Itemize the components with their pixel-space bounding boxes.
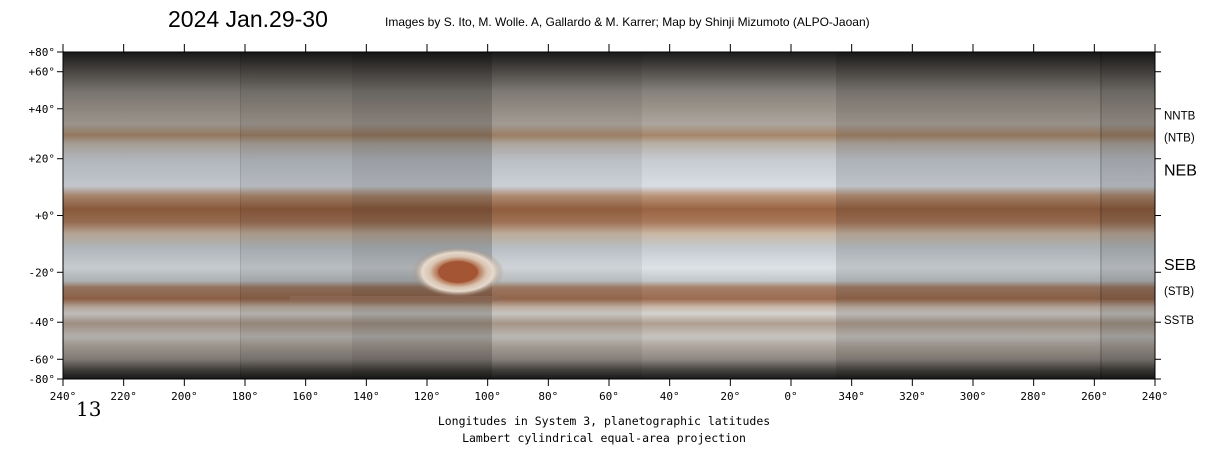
longitude-label: 240° [1142,390,1169,403]
longitude-label: 240° [50,390,77,403]
longitude-label: 20° [720,390,740,403]
latitude-label: -20° [29,266,56,279]
longitude-label: 300° [960,390,987,403]
longitude-label: 60° [599,390,619,403]
longitude-label: 0° [784,390,797,403]
image-strip [1100,52,1155,379]
longitude-label: 80° [538,390,558,403]
belt-label: SSTB [1164,315,1194,327]
latitude-label: +20° [29,153,56,166]
latitude-label: -60° [29,353,56,366]
longitude-label: 340° [838,390,865,403]
handwritten-mark: 13 [76,397,102,421]
longitude-label: 260° [1081,390,1108,403]
image-strip [352,52,492,379]
longitude-label: 120° [414,390,441,403]
image-credit: Images by S. Ito, M. Wolle. A, Gallardo … [385,15,870,29]
image-strip [836,52,1102,379]
latitude-label: +40° [29,103,56,116]
longitude-label: 280° [1020,390,1047,403]
latitude-label: +60° [29,66,56,79]
belt-label: NNTB [1164,111,1196,123]
footer-system-note: Longitudes in System 3, planetographic l… [437,414,771,428]
longitude-label: 100° [474,390,501,403]
image-strip [63,52,241,379]
longitude-label: 320° [899,390,926,403]
map-title: 2024 Jan.29-30 [168,6,328,32]
latitude-label: +0° [35,210,55,223]
footer-projection-note: Lambert cylindrical equal-area projectio… [462,431,746,445]
belt-label: (NTB) [1164,133,1195,145]
latitude-label: -80° [29,373,56,386]
longitude-label: 140° [353,390,380,403]
longitude-label: 180° [232,390,259,403]
great-red-spot-core [438,261,478,283]
longitude-label: 220° [110,390,137,403]
longitude-label: 160° [292,390,319,403]
image-strip [492,52,642,379]
latitude-label: -40° [29,316,56,329]
belt-label: SEB [1164,257,1196,274]
planet-surface [63,52,1155,379]
longitude-label: 200° [171,390,198,403]
image-strip [240,52,352,379]
latitude-label: +80° [29,46,56,59]
belt-label: NEB [1164,163,1197,180]
longitude-label: 40° [660,390,680,403]
belt-label: (STB) [1164,286,1194,298]
dark-belt-streak [290,296,500,301]
